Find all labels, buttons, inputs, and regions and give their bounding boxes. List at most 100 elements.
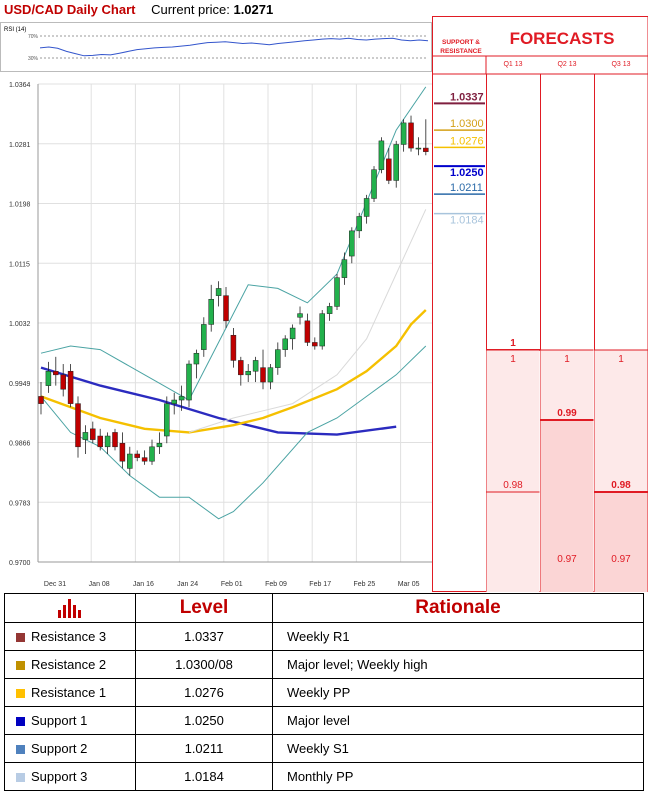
y-tick-label: 0.9866 — [9, 441, 31, 448]
level-rationale: Weekly PP — [272, 678, 644, 707]
candle-body — [363, 198, 370, 217]
price-value: 1.0271 — [233, 2, 274, 17]
candle-body — [393, 144, 399, 181]
price-label: Current price: — [151, 2, 230, 17]
y-tick-label: 1.0364 — [9, 82, 31, 89]
level-label: 1.0184 — [450, 215, 484, 227]
band-mid-value: 0.98 — [611, 480, 631, 491]
candle-body — [104, 435, 111, 448]
candle-body — [230, 334, 237, 361]
level-value: 1.0300/08 — [135, 650, 273, 679]
forecasts-title: FORECASTS — [510, 29, 615, 48]
x-tick-label: Jan 16 — [133, 581, 154, 588]
band-bottom-value: 0.97 — [611, 554, 631, 565]
x-tick-label: Feb 09 — [265, 581, 287, 588]
x-tick-label: Jan 08 — [89, 581, 110, 588]
table-row: Resistance 3 1.0337 Weekly R1 — [4, 622, 644, 651]
bar-chart-icon — [58, 598, 81, 618]
x-tick-label: Feb 17 — [309, 581, 331, 588]
table-row: Support 3 1.0184 Monthly PP — [4, 762, 644, 791]
rationale-header: Rationale — [272, 593, 644, 623]
chart-logo-cell — [4, 593, 136, 623]
candle-body — [297, 313, 303, 318]
color-swatch — [16, 661, 25, 670]
chart-background — [0, 74, 432, 592]
y-tick-label: 1.0281 — [9, 142, 31, 149]
level-rationale: Weekly R1 — [272, 622, 644, 651]
color-swatch — [16, 745, 25, 754]
candle-body — [371, 169, 377, 199]
candle-body — [356, 216, 362, 232]
forecast-band-inner — [594, 492, 648, 592]
band-bottom-value: 0.97 — [557, 554, 577, 565]
level-name: Resistance 2 — [31, 657, 107, 672]
y-tick-label: 0.9783 — [9, 500, 31, 507]
candle-body — [119, 442, 126, 462]
band-top-value: 1 — [510, 354, 516, 365]
color-swatch — [16, 689, 25, 698]
quarter-label: Q3 13 — [611, 61, 630, 68]
level-label: 1.0337 — [450, 91, 484, 103]
y-tick-label: 0.9700 — [9, 560, 31, 567]
candle-body — [215, 288, 222, 296]
candle-body — [319, 313, 325, 347]
candle-body — [149, 446, 155, 462]
chart-header: USD/CAD Daily Chart Current price: 1.027… — [4, 2, 273, 20]
candle-body — [275, 349, 281, 368]
level-rationale: Weekly S1 — [272, 734, 644, 763]
chart-title: USD/CAD Daily Chart — [4, 2, 136, 17]
level-rationale: Monthly PP — [272, 762, 644, 791]
sr-label-1: SUPPORT & — [442, 39, 480, 46]
candle-body — [312, 342, 318, 347]
level-label: 1.0211 — [450, 182, 483, 194]
level-rationale: Major level; Weekly high — [272, 650, 644, 679]
level-value: 1.0184 — [135, 762, 273, 791]
candle-body — [208, 298, 214, 325]
candle-body — [349, 230, 355, 257]
candle-body — [82, 432, 89, 440]
forecast-band-inner — [540, 420, 594, 592]
level-rationale: Major level — [272, 706, 644, 735]
candle-body — [97, 435, 103, 448]
rsi-upper-label: 70% — [28, 34, 39, 40]
level-label: 1.0276 — [450, 135, 484, 147]
candle-body — [282, 338, 288, 350]
candle-body — [134, 453, 140, 458]
candle-body — [238, 360, 244, 376]
rsi-line — [39, 37, 429, 57]
forecast-panel: FORECASTS SUPPORT & RESISTANCE Q1 13 Q2 13 Q3… — [432, 16, 648, 592]
y-tick-label: 1.0115 — [9, 261, 30, 268]
color-swatch — [16, 633, 25, 642]
band-bottom-value: 0.98 — [503, 480, 523, 491]
candle-body — [112, 432, 118, 448]
candle-body — [223, 295, 229, 322]
level-name: Support 2 — [31, 741, 88, 756]
indicator-line — [40, 309, 427, 434]
candle-body — [334, 277, 340, 307]
rsi-lower-label: 30% — [28, 56, 39, 62]
x-tick-label: Feb 01 — [221, 581, 243, 588]
level-label: 1.0250 — [450, 167, 484, 179]
candle-body — [186, 363, 192, 401]
indicator-line — [40, 366, 397, 436]
candle-body — [67, 370, 74, 404]
table-row: Support 2 1.0211 Weekly S1 — [4, 734, 644, 763]
x-tick-label: Mar 05 — [398, 581, 420, 588]
level-name: Resistance 1 — [31, 685, 107, 700]
band-top-value: 1 — [564, 354, 570, 365]
color-swatch — [16, 717, 25, 726]
level-value: 1.0337 — [135, 622, 273, 651]
band-top-value: 1 — [618, 354, 624, 365]
level-value: 1.0211 — [135, 734, 273, 763]
forecast-band — [486, 350, 540, 592]
candle-body — [75, 403, 81, 448]
candle-body — [38, 396, 44, 404]
y-tick-label: 0.9949 — [9, 381, 31, 388]
candle-body — [408, 122, 414, 149]
level-value: 1.0276 — [135, 678, 273, 707]
level-label: 1.0300 — [450, 118, 484, 130]
levels-table: Level Rationale Resistance 3 1.0337 Week… — [4, 593, 644, 791]
candle-body — [378, 140, 385, 170]
x-tick-label: Dec 31 — [44, 581, 66, 588]
candle-body — [141, 457, 148, 462]
